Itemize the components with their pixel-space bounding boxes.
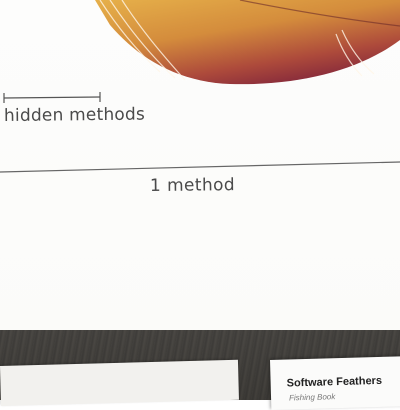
feather-shape (95, 0, 400, 85)
feather-barbs (99, 0, 375, 81)
feather-illustration (95, 0, 400, 85)
page-photo: hidden methods 1 method (0, 0, 400, 340)
feather-shaft (239, 0, 400, 27)
book-title: Software Feathers (286, 374, 383, 390)
scale-label: hidden methods (3, 104, 146, 126)
book-cover: Software Feathers Fishing Book (270, 356, 400, 410)
scale-bar (3, 92, 101, 103)
method-caption: 1 method (149, 175, 236, 196)
paper-sheet (0, 359, 239, 406)
divider-line (0, 161, 400, 173)
book-subtitle: Fishing Book (288, 392, 336, 403)
